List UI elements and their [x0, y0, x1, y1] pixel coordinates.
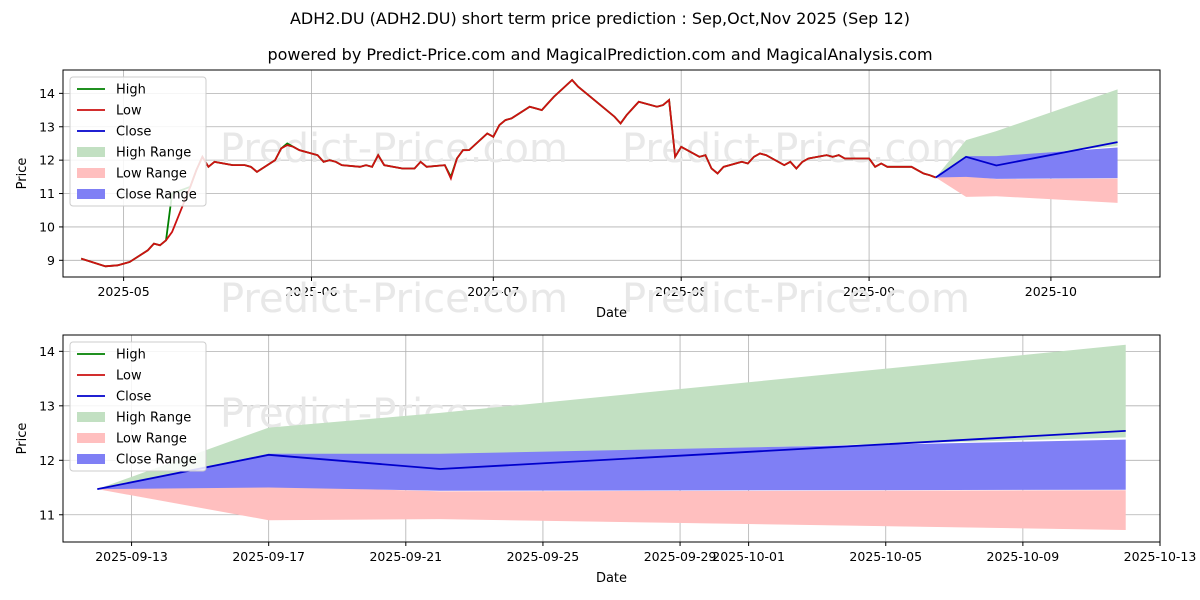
watermark-text: Predict-Price.com	[220, 126, 568, 172]
x-tick-label: 2025-10-01	[712, 549, 785, 564]
x-tick-label: 2025-08	[655, 284, 707, 299]
x-tick-label: 2025-09-13	[95, 549, 168, 564]
y-tick-label: 14	[39, 86, 55, 101]
plot-frame	[62, 334, 1161, 543]
x-tick-label: 2025-10-09	[987, 549, 1060, 564]
legend-label: Low Range	[116, 432, 187, 447]
legend-label: Low Range	[116, 167, 187, 182]
x-tick-label: 2025-09-29	[644, 549, 717, 564]
x-tick-label: 2025-09-25	[507, 549, 580, 564]
y-tick-label: 9	[47, 253, 55, 268]
plot-frame	[62, 69, 1161, 278]
legend-patch-swatch	[77, 168, 105, 178]
high-range-band	[935, 89, 1118, 178]
legend-patch-swatch	[77, 147, 105, 157]
legend-patch-swatch	[77, 454, 105, 464]
close-range-band	[935, 147, 1118, 179]
x-axis-label: Date	[596, 571, 627, 586]
legend-label: High Range	[116, 146, 191, 161]
high-series-line	[80, 78, 937, 268]
y-axis-label: Price	[15, 423, 30, 455]
y-tick-label: 10	[39, 219, 55, 234]
close-range-band	[97, 439, 1126, 491]
y-tick-label: 13	[39, 398, 55, 413]
legend-label: Close Range	[116, 453, 197, 468]
watermark-text: Predict-Price.com	[220, 276, 568, 322]
high-range-band	[97, 344, 1126, 490]
y-tick-label: 14	[39, 344, 55, 359]
y-tick-label: 11	[39, 507, 55, 522]
legend-label: Close Range	[116, 188, 197, 203]
legend-label: High Range	[116, 411, 191, 426]
x-tick-label: 2025-07	[467, 284, 519, 299]
close-series-line	[97, 429, 1126, 491]
legend-label: Close	[116, 390, 151, 405]
chart-legend: High Low Close High Range Low Range Close Ran…	[69, 76, 207, 207]
x-tick-label: 2025-10-05	[849, 549, 922, 564]
watermark-text: Predict-Price.com	[622, 276, 970, 322]
x-tick-label: 2025-09-17	[232, 549, 305, 564]
chart-subtitle: powered by Predict-Price.com and Magical…	[267, 45, 933, 64]
y-tick-label: 11	[39, 186, 55, 201]
low-range-band	[97, 486, 1126, 531]
legend-label: Low	[116, 369, 142, 384]
legend-patch-swatch	[77, 433, 105, 443]
low-range-band	[935, 176, 1118, 203]
x-tick-label: 2025-10-13	[1124, 549, 1197, 564]
legend-label: Close	[116, 125, 151, 140]
x-tick-label: 2025-10	[1025, 284, 1077, 299]
chart-title: ADH2.DU (ADH2.DU) short term price predi…	[289, 9, 911, 28]
x-tick-label: 2025-06	[285, 284, 337, 299]
x-axis-label: Date	[596, 306, 627, 321]
y-axis-label: Price	[15, 158, 30, 190]
chart-panel-2: Predict-Price.comPredict-Price.com2025-0…	[15, 334, 1197, 586]
legend-label: Low	[116, 104, 142, 119]
legend-patch-swatch	[77, 412, 105, 422]
chart-legend: High Low Close High Range Low Range Close Ran…	[69, 341, 207, 472]
x-tick-label: 2025-09-21	[369, 549, 442, 564]
chart-panel-1: Predict-Price.com Predict-Price.com2025-0…	[15, 69, 1161, 321]
low-series-line	[80, 78, 937, 268]
x-tick-label: 2025-05	[97, 284, 149, 299]
x-tick-label: 2025-09	[843, 284, 895, 299]
close-series-line	[935, 141, 1118, 179]
y-tick-label: 12	[39, 153, 55, 168]
legend-label: High	[116, 83, 146, 98]
y-tick-label: 13	[39, 119, 55, 134]
y-tick-label: 12	[39, 453, 55, 468]
legend-label: High	[116, 348, 146, 363]
legend-patch-swatch	[77, 189, 105, 199]
